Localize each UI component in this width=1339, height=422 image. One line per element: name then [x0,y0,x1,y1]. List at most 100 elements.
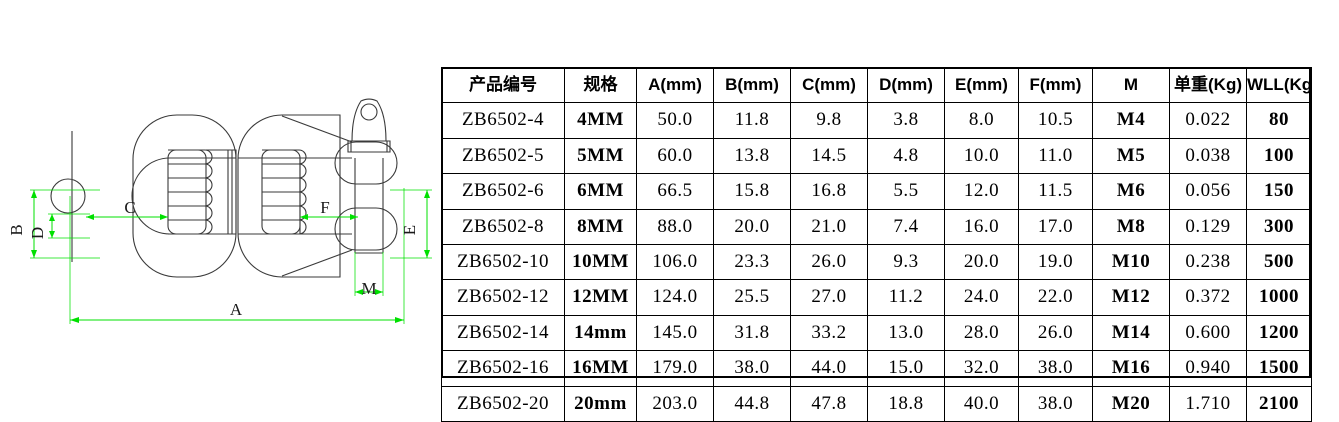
cell-m: M8 [1092,208,1170,246]
cell-unit-weight: 0.600 [1169,314,1247,352]
cell-f: 10.5 [1018,102,1093,139]
table-row: ZB6502-8 8MM 88.0 20.0 21.0 7.4 16.0 17.… [441,208,1312,246]
cell-m: M10 [1092,244,1170,281]
cell-d: 13.0 [867,314,945,352]
cell-unit-weight: 1.710 [1169,385,1247,422]
dimension-label-b: B [7,224,26,235]
cell-d: 5.5 [867,173,945,210]
cell-product-code: ZB6502-4 [441,102,565,139]
dimension-label-e: E [400,225,419,235]
cell-wll: 2100 [1246,385,1312,422]
table-body: ZB6502-4 4MM 50.0 11.8 9.8 3.8 8.0 10.5 … [441,102,1312,422]
cell-d: 18.8 [867,385,945,422]
cell-b: 38.0 [713,350,791,387]
cell-f: 38.0 [1018,385,1093,422]
cell-f: 11.0 [1018,137,1093,175]
cell-product-code: ZB6502-10 [441,244,565,281]
table-row: ZB6502-4 4MM 50.0 11.8 9.8 3.8 8.0 10.5 … [441,102,1312,139]
cell-f: 19.0 [1018,244,1093,281]
cell-unit-weight: 0.038 [1169,137,1247,175]
cell-spec: 12MM [564,279,637,316]
cell-e: 8.0 [944,102,1019,139]
cell-spec: 4MM [564,102,637,139]
cell-c: 27.0 [790,279,868,316]
cell-c: 26.0 [790,244,868,281]
cell-b: 44.8 [713,385,791,422]
cell-e: 40.0 [944,385,1019,422]
cell-d: 7.4 [867,208,945,246]
cell-product-code: ZB6502-16 [441,350,565,387]
cell-m: M12 [1092,279,1170,316]
cell-wll: 1000 [1246,279,1312,316]
cell-spec: 8MM [564,208,637,246]
cell-d: 15.0 [867,350,945,387]
cell-unit-weight: 0.238 [1169,244,1247,281]
cell-product-code: ZB6502-8 [441,208,565,246]
column-header-b: B(mm) [713,66,791,104]
specification-table-wrapper: 产品编号 规格 A(mm) B(mm) C(mm) D(mm) E(mm) F(… [441,66,1312,422]
table-row: ZB6502-10 10MM 106.0 23.3 26.0 9.3 20.0 … [441,244,1312,281]
table-row: ZB6502-5 5MM 60.0 13.8 14.5 4.8 10.0 11.… [441,137,1312,175]
dimension-label-d: D [28,227,47,239]
column-header-c: C(mm) [790,66,868,104]
column-header-f: F(mm) [1018,66,1093,104]
column-header-spec: 规格 [564,66,637,104]
column-header-wll: WLL(Kg) [1246,66,1312,104]
dimension-label-f: F [320,198,329,217]
dimension-arrowheads [31,190,430,323]
cell-d: 3.8 [867,102,945,139]
table-header: 产品编号 规格 A(mm) B(mm) C(mm) D(mm) E(mm) F(… [441,66,1312,104]
dimension-label-m: M [361,279,376,298]
technical-drawing-panel: B D C F E M A [0,0,440,413]
cell-m: M16 [1092,350,1170,387]
cell-spec: 10MM [564,244,637,281]
cell-f: 26.0 [1018,314,1093,352]
cell-a: 106.0 [636,244,714,281]
cell-wll: 300 [1246,208,1312,246]
cell-e: 20.0 [944,244,1019,281]
specification-table: 产品编号 规格 A(mm) B(mm) C(mm) D(mm) E(mm) F(… [441,66,1312,422]
cell-a: 60.0 [636,137,714,175]
cell-c: 33.2 [790,314,868,352]
cell-spec: 6MM [564,173,637,210]
cell-d: 11.2 [867,279,945,316]
cell-a: 145.0 [636,314,714,352]
table-header-row: 产品编号 规格 A(mm) B(mm) C(mm) D(mm) E(mm) F(… [441,66,1312,104]
product-spec-sheet: B D C F E M A 产品编号 规格 A(mm) B(mm) [0,0,1312,422]
cell-m: M20 [1092,385,1170,422]
cell-c: 14.5 [790,137,868,175]
cell-e: 16.0 [944,208,1019,246]
cell-e: 32.0 [944,350,1019,387]
cell-b: 13.8 [713,137,791,175]
cell-product-code: ZB6502-5 [441,137,565,175]
cell-b: 20.0 [713,208,791,246]
cell-unit-weight: 0.056 [1169,173,1247,210]
cell-unit-weight: 0.372 [1169,279,1247,316]
shackle-outline [50,98,398,278]
column-header-d: D(mm) [867,66,945,104]
cell-product-code: ZB6502-6 [441,173,565,210]
cell-c: 47.8 [790,385,868,422]
cell-a: 66.5 [636,173,714,210]
cell-wll: 1200 [1246,314,1312,352]
cell-b: 11.8 [713,102,791,139]
cell-wll: 80 [1246,102,1312,139]
cell-unit-weight: 0.022 [1169,102,1247,139]
cell-a: 179.0 [636,350,714,387]
cell-product-code: ZB6502-20 [441,385,565,422]
cell-c: 21.0 [790,208,868,246]
cell-a: 124.0 [636,279,714,316]
cell-e: 24.0 [944,279,1019,316]
table-row: ZB6502-6 6MM 66.5 15.8 16.8 5.5 12.0 11.… [441,173,1312,210]
cell-wll: 1500 [1246,350,1312,387]
cell-spec: 20mm [564,385,637,422]
cell-e: 12.0 [944,173,1019,210]
cell-m: M14 [1092,314,1170,352]
swivel-shackle-drawing: B D C F E M A [7,98,432,324]
cell-wll: 150 [1246,173,1312,210]
cell-f: 11.5 [1018,173,1093,210]
cell-m: M5 [1092,137,1170,175]
cell-c: 16.8 [790,173,868,210]
cell-spec: 5MM [564,137,637,175]
column-header-unit-weight: 单重(Kg) [1169,66,1247,104]
